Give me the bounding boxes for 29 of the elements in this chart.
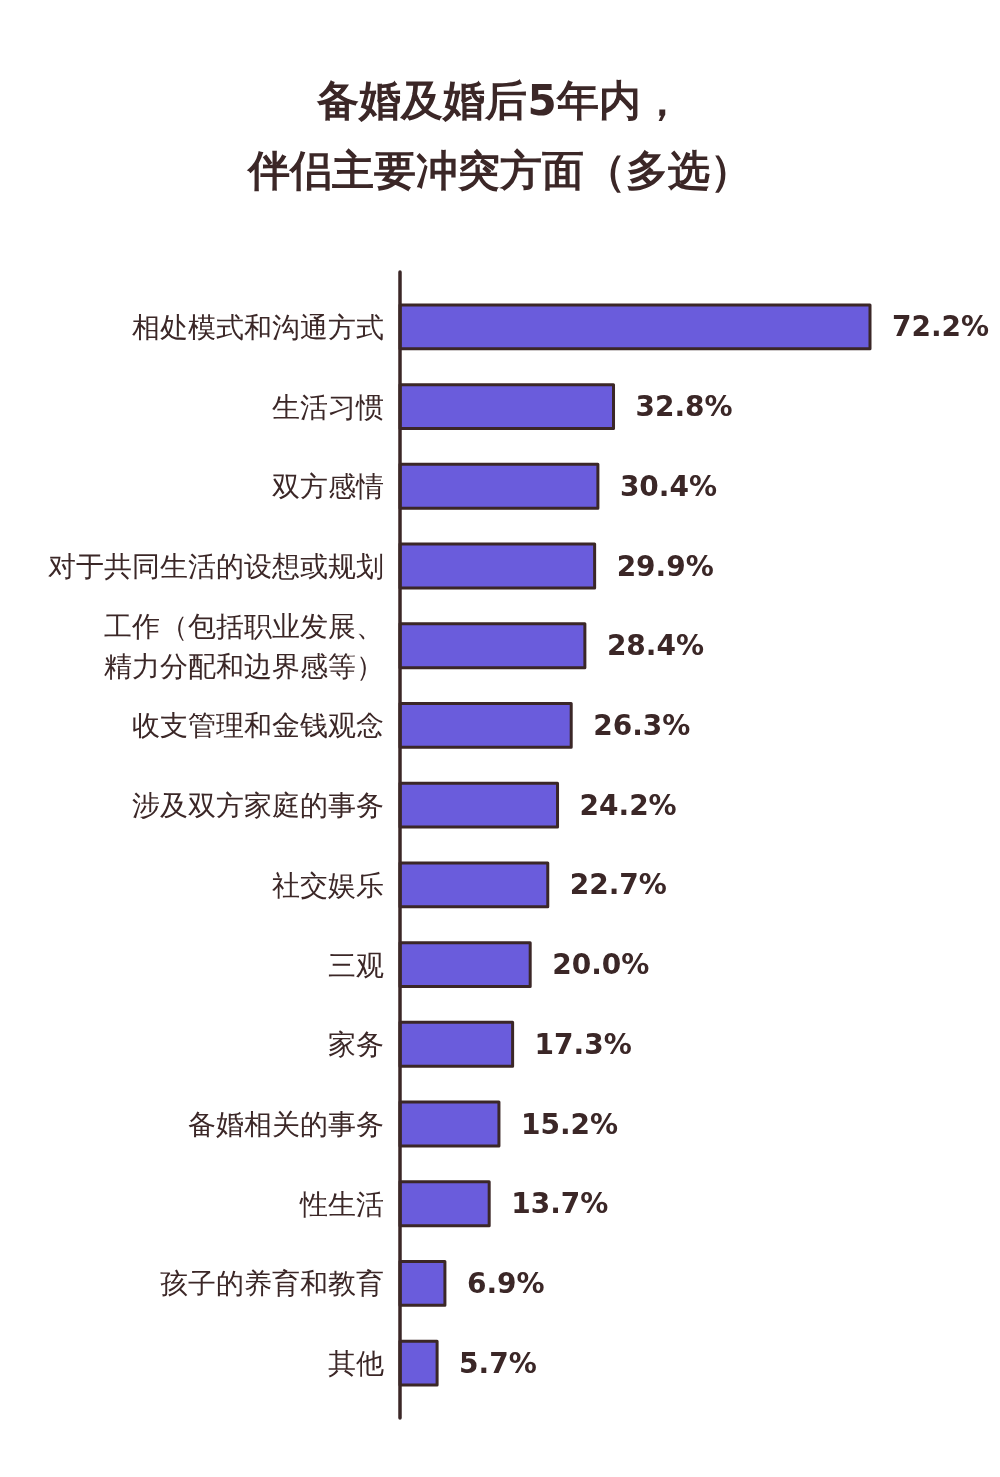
y-tick-label: 相处模式和沟通方式 — [132, 310, 384, 344]
y-tick-label: 性生活 — [299, 1187, 384, 1221]
y-tick-label: 收支管理和金钱观念 — [132, 708, 384, 742]
y-tick-label: 对于共同生活的设想或规划 — [48, 549, 384, 583]
y-tick-label: 双方感情 — [272, 469, 384, 503]
data-label: 30.4% — [619, 469, 718, 503]
data-label: 26.3% — [593, 708, 691, 742]
data-label: 17.3% — [534, 1027, 632, 1061]
y-tick-label: 孩子的养育和教育 — [160, 1266, 384, 1300]
data-label: 32.8% — [635, 390, 733, 424]
y-tick-label: 社交娱乐 — [272, 868, 384, 902]
data-label: 20.0% — [552, 948, 650, 982]
data-label: 72.2% — [892, 310, 990, 344]
data-label: 22.7% — [569, 868, 667, 902]
data-label: 6.9% — [466, 1266, 545, 1300]
data-label: 5.7% — [459, 1346, 537, 1380]
chart-title: 备婚及婚后5年内，伴侣主要冲突方面（多选） — [246, 75, 752, 195]
y-tick-label: 三观 — [328, 948, 384, 982]
y-tick-label: 涉及双方家庭的事务 — [132, 788, 384, 822]
data-label: 15.2% — [520, 1107, 619, 1141]
y-tick-label: 其他 — [328, 1346, 384, 1380]
y-tick-label: 备婚相关的事务 — [188, 1107, 384, 1141]
data-label: 24.2% — [579, 788, 677, 822]
data-label: 13.7% — [511, 1187, 609, 1221]
data-label: 29.9% — [616, 549, 714, 583]
y-tick-label: 家务 — [328, 1027, 384, 1061]
y-tick-label: 工作（包括职业发展、精力分配和边界感等） — [104, 609, 384, 683]
y-tick-label: 生活习惯 — [272, 390, 384, 424]
data-label: 28.4% — [606, 629, 705, 663]
